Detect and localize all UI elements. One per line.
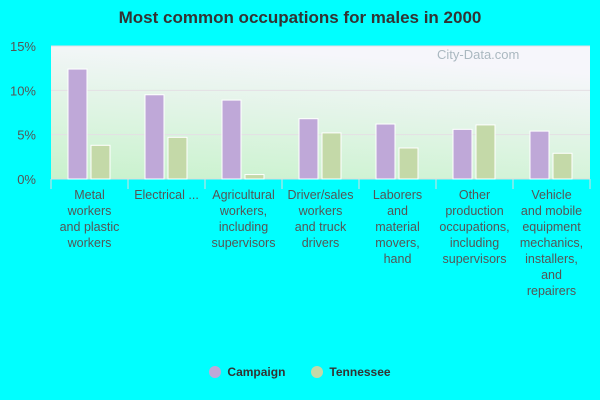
legend-swatch bbox=[209, 366, 222, 378]
bar-tennessee bbox=[552, 152, 573, 180]
legend-item-tennessee: Tennessee bbox=[311, 365, 391, 379]
bar-campaign bbox=[144, 94, 165, 180]
x-category-label: Laborers and material movers, hand bbox=[373, 188, 422, 266]
bar-campaign bbox=[67, 68, 88, 180]
bar-campaign bbox=[452, 128, 473, 180]
bar-campaign bbox=[529, 130, 550, 180]
y-tick-label: 0% bbox=[17, 172, 36, 187]
legend-label: Campaign bbox=[227, 365, 286, 379]
x-category-label: Other production occupations, including supe… bbox=[439, 188, 509, 266]
bar-campaign bbox=[221, 99, 242, 180]
x-category-label: Metal workers and plastic workers bbox=[60, 188, 120, 250]
watermark: City-Data.com bbox=[437, 47, 520, 62]
bar-tennessee bbox=[321, 132, 342, 180]
plot-area bbox=[51, 46, 590, 179]
legend-label: Tennessee bbox=[329, 365, 391, 379]
x-category-label: Electrical ... bbox=[134, 188, 199, 202]
chart-title: Most common occupations for males in 200… bbox=[118, 8, 482, 27]
x-category-label: Vehicle and mobile equipment mechanics, inst… bbox=[520, 188, 583, 298]
legend: Campaign Tennessee bbox=[0, 365, 600, 379]
legend-item-campaign: Campaign bbox=[209, 365, 285, 379]
y-tick-label: 15% bbox=[10, 39, 36, 54]
legend-swatch bbox=[311, 366, 324, 378]
bar-campaign bbox=[298, 118, 319, 180]
bar-tennessee bbox=[90, 144, 111, 180]
y-tick-label: 5% bbox=[17, 128, 36, 143]
bar-tennessee bbox=[167, 136, 188, 180]
bar-tennessee bbox=[244, 174, 265, 180]
bar-tennessee bbox=[475, 124, 496, 180]
y-tick-label: 10% bbox=[10, 83, 36, 98]
x-category-label: Driver/sales workers and truck drivers bbox=[288, 188, 354, 250]
x-category-label: Agricultural workers, including supervisors bbox=[212, 188, 276, 250]
bar-tennessee bbox=[398, 147, 419, 180]
bar-campaign bbox=[375, 123, 396, 180]
